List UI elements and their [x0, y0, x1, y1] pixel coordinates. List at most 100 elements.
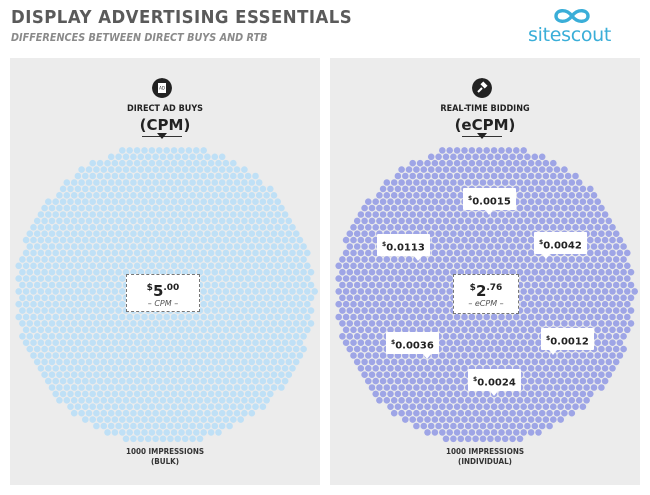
impression-dot — [196, 256, 204, 263]
impression-dot — [167, 204, 174, 212]
impression-dot — [96, 236, 104, 244]
impression-dot — [185, 224, 193, 231]
impression-dot — [427, 268, 435, 276]
impression-dot — [546, 166, 553, 173]
sitescout-logo[interactable] — [528, 6, 638, 48]
impression-dot — [226, 204, 233, 212]
impression-dot — [605, 243, 613, 250]
impression-dot — [431, 390, 439, 398]
impression-dot — [222, 403, 230, 411]
impression-dot — [174, 256, 182, 263]
impression-dot — [383, 371, 391, 379]
ecpm-label: (eCPM) — [454, 116, 516, 134]
impression-dot — [520, 352, 527, 359]
impression-dot — [248, 294, 256, 302]
impression-dot — [442, 268, 450, 276]
impression-dot — [226, 243, 233, 250]
impression-dot — [156, 159, 163, 167]
impression-dot — [516, 358, 524, 366]
impression-dot — [163, 147, 170, 154]
impression-dot — [461, 159, 468, 167]
impression-dot — [233, 409, 241, 417]
impression-dot — [270, 204, 278, 212]
impression-dot — [524, 166, 531, 173]
impression-dot — [222, 172, 230, 180]
auction-gavel-icon — [472, 78, 492, 98]
impression-dot — [144, 371, 152, 379]
impression-dot — [111, 429, 119, 436]
impression-dot — [193, 262, 200, 270]
impression-dot — [394, 224, 402, 231]
impression-dot — [405, 204, 413, 212]
impression-dot — [263, 268, 270, 276]
impression-dot — [144, 358, 152, 366]
impression-dot — [178, 172, 185, 180]
impression-dot — [48, 281, 56, 289]
impression-dot — [82, 198, 89, 205]
impression-dot — [267, 365, 274, 372]
impression-dot — [70, 192, 78, 199]
impression-dot — [122, 371, 130, 379]
impression-dot — [178, 429, 185, 436]
impression-dot — [376, 217, 383, 225]
impression-dot — [15, 288, 22, 295]
impression-dot — [215, 172, 222, 180]
bid-value: 0.0012 — [550, 336, 589, 348]
impression-dot — [446, 377, 453, 385]
impression-dot — [230, 377, 237, 385]
impression-dot — [141, 224, 148, 231]
impression-dot — [185, 339, 193, 347]
impression-dot — [211, 281, 219, 289]
impression-dot — [230, 211, 237, 218]
impression-dot — [126, 416, 133, 423]
impression-dot — [159, 268, 167, 276]
impression-dot — [365, 377, 372, 385]
impression-dot — [483, 339, 490, 347]
impression-dot — [48, 384, 56, 391]
impression-dot — [82, 262, 89, 270]
impression-dot — [524, 409, 531, 417]
impression-dot — [531, 153, 539, 161]
impression-dot — [96, 249, 104, 257]
impression-dot — [85, 204, 93, 212]
impression-dot — [93, 371, 100, 379]
impression-dot — [56, 294, 63, 302]
impression-dot — [96, 211, 104, 218]
impression-dot — [609, 326, 616, 334]
impression-dot — [278, 320, 285, 327]
impression-dot — [59, 249, 67, 257]
impression-dot — [350, 288, 357, 295]
impression-dot — [416, 211, 424, 218]
impression-dot — [501, 217, 509, 225]
impression-dot — [605, 268, 613, 276]
impression-dot — [442, 371, 450, 379]
impression-dot — [598, 320, 605, 327]
impression-dot — [96, 288, 104, 295]
impression-dot — [535, 339, 542, 347]
impression-dot — [45, 352, 52, 359]
impression-dot — [575, 179, 583, 186]
impression-dot — [248, 217, 256, 225]
impression-dot — [174, 166, 182, 173]
impression-dot — [520, 172, 527, 180]
impression-dot — [170, 377, 178, 385]
impression-dot — [207, 198, 215, 205]
impression-dot — [178, 326, 185, 334]
impression-dot — [439, 390, 446, 398]
impression-dot — [409, 159, 416, 167]
impression-dot — [365, 326, 372, 334]
impression-dot — [612, 230, 620, 237]
impression-dot — [248, 307, 256, 314]
impression-dot — [379, 365, 387, 372]
impression-dot — [244, 249, 252, 257]
impression-dot — [405, 358, 413, 366]
impression-dot — [300, 345, 307, 353]
impression-dot — [583, 256, 590, 263]
impression-dot — [579, 313, 587, 321]
impression-dot — [346, 307, 354, 314]
impression-dot — [390, 371, 398, 379]
impression-dot — [274, 224, 282, 231]
impression-dot — [52, 198, 59, 205]
impression-dot — [372, 313, 379, 321]
impression-dot — [74, 185, 82, 193]
